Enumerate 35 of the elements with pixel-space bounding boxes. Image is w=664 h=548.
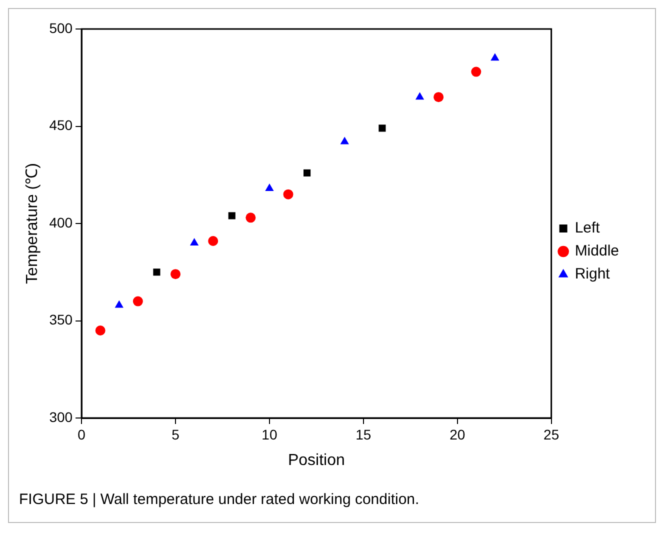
y-tick-label: 450 [49, 117, 73, 134]
x-tick-label: 5 [172, 426, 180, 442]
point [304, 169, 311, 176]
point [228, 212, 236, 220]
point [434, 92, 444, 102]
point [95, 325, 106, 336]
point [132, 296, 143, 306]
x-axis-title: Position [288, 452, 345, 469]
point [190, 238, 199, 246]
point [490, 53, 500, 61]
y-tick-label: 400 [49, 214, 73, 230]
point [170, 269, 181, 280]
point [471, 66, 482, 77]
point [283, 189, 294, 200]
x-tick-label: 20 [450, 426, 466, 442]
y-tick-label: 500 [49, 20, 73, 36]
point [378, 124, 386, 132]
legend-label: Left [574, 220, 601, 237]
x-tick-label: 10 [262, 426, 278, 442]
point [415, 92, 424, 100]
point [246, 212, 256, 223]
x-tick-label: 0 [78, 426, 86, 442]
point [114, 300, 124, 308]
legend-label: Right [574, 266, 611, 283]
point [208, 236, 218, 246]
point [265, 183, 274, 191]
x-tick-label: 15 [356, 426, 372, 442]
point [153, 268, 160, 276]
x-tick-label: 25 [544, 426, 560, 442]
point [340, 136, 349, 144]
y-tick-label: 300 [49, 408, 73, 425]
y-axis-title: Temperature (℃) [24, 163, 42, 284]
legend-label: Middle [574, 242, 619, 260]
y-tick-label: 350 [49, 312, 73, 328]
caption: FIGURE 5 | Wall temperature under rated working condition. [18, 490, 420, 510]
